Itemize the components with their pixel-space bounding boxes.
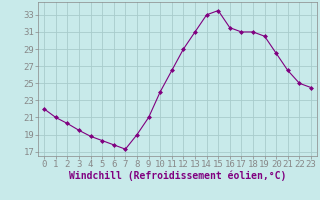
X-axis label: Windchill (Refroidissement éolien,°C): Windchill (Refroidissement éolien,°C): [69, 171, 286, 181]
